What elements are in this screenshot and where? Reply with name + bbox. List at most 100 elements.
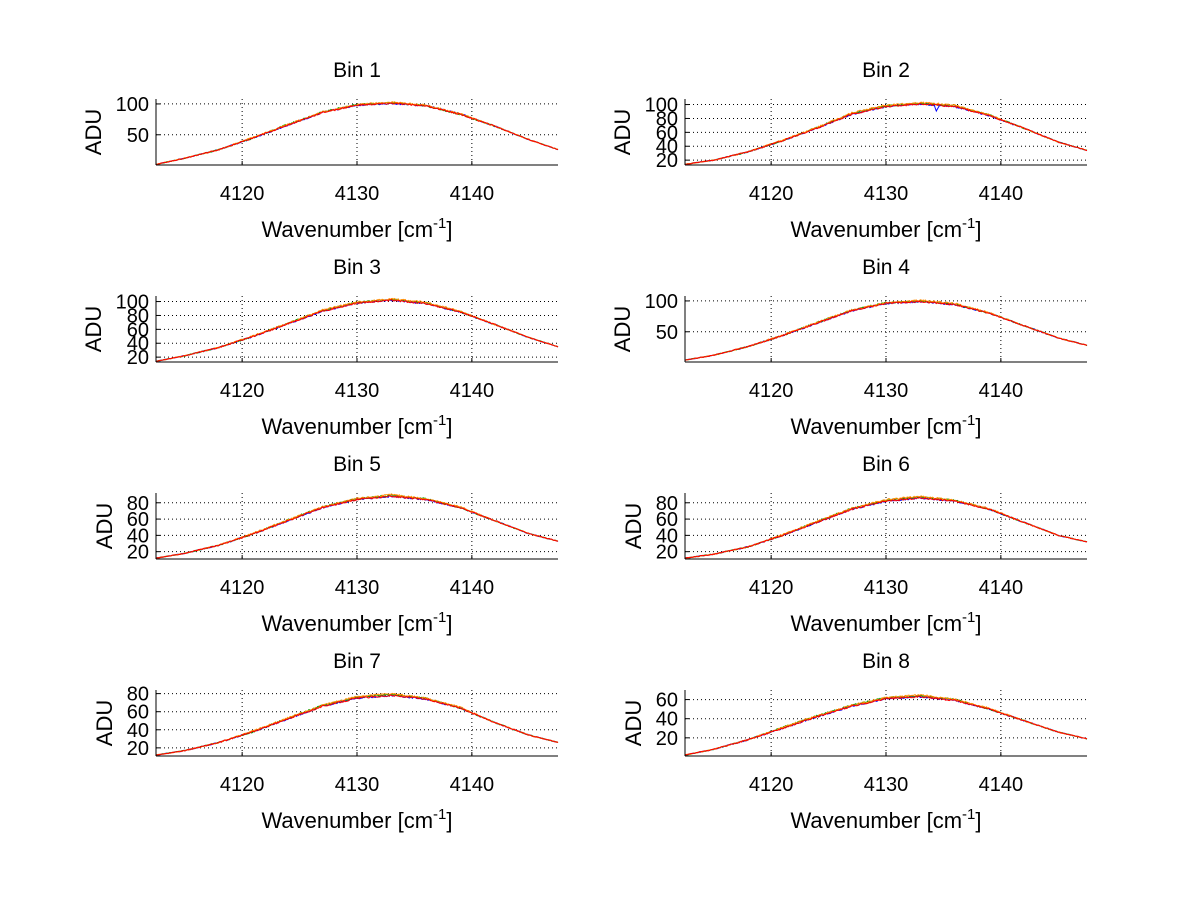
y-axis-label: ADU xyxy=(81,306,106,352)
y-tick-label: 40 xyxy=(656,136,678,158)
x-axis-label-text: Wavenumber [cm xyxy=(790,808,962,833)
x-tick-label: 4120 xyxy=(749,380,794,402)
y-tick-label: 20 xyxy=(127,738,149,760)
x-axis-label-superscript: -1 xyxy=(962,806,975,823)
y-tick-label: 40 xyxy=(127,720,149,742)
x-axis-label-suffix: ] xyxy=(975,414,981,439)
panel-title: Bin 1 xyxy=(333,59,381,82)
panel-title: Bin 7 xyxy=(333,650,381,673)
y-axis-label: ADU xyxy=(81,109,106,155)
panel-title: Bin 3 xyxy=(333,256,381,279)
y-tick-label: 20 xyxy=(127,542,149,564)
x-tick-label: 4140 xyxy=(450,380,495,402)
x-tick-label: 4140 xyxy=(450,774,495,796)
x-tick-label: 4130 xyxy=(864,183,909,205)
y-tick-label: 40 xyxy=(127,333,149,355)
x-axis-label: Wavenumber [cm-1] xyxy=(261,609,452,636)
x-tick-label: 4140 xyxy=(979,774,1024,796)
series-line-red xyxy=(684,102,1088,165)
x-axis-label-superscript: -1 xyxy=(962,215,975,232)
x-axis-label-superscript: -1 xyxy=(433,806,446,823)
x-tick-label: 4130 xyxy=(335,380,380,402)
y-tick-label: 40 xyxy=(656,525,678,547)
y-tick-label: 60 xyxy=(656,122,678,144)
y-tick-label: 80 xyxy=(127,684,149,706)
x-axis-label-text: Wavenumber [cm xyxy=(790,414,962,439)
y-axis-label: ADU xyxy=(621,700,646,746)
x-tick-label: 4140 xyxy=(979,183,1024,205)
x-axis-label-suffix: ] xyxy=(975,611,981,636)
y-tick-label: 50 xyxy=(127,125,149,147)
series-line-red xyxy=(155,694,559,756)
x-axis-label: Wavenumber [cm-1] xyxy=(261,215,452,242)
x-tick-label: 4130 xyxy=(864,380,909,402)
y-tick-label: 80 xyxy=(127,493,149,515)
panel-bin-4: 4120 4130 4140 50 100 Bin 4 Wavenumber [cm-1] A… xyxy=(610,256,1088,439)
x-axis-label: Wavenumber [cm-1] xyxy=(790,806,981,833)
x-tick-label: 4120 xyxy=(220,774,265,796)
x-axis-label-text: Wavenumber [cm xyxy=(790,611,962,636)
y-tick-label: 100 xyxy=(645,291,678,313)
x-tick-label: 4140 xyxy=(450,183,495,205)
x-axis-label-superscript: -1 xyxy=(962,609,975,626)
x-tick-label: 4120 xyxy=(220,183,265,205)
series-line-red xyxy=(155,102,559,166)
panel-title: Bin 8 xyxy=(862,650,910,673)
panel-title: Bin 6 xyxy=(862,453,910,476)
y-tick-label: 20 xyxy=(127,347,149,369)
x-axis-label: Wavenumber [cm-1] xyxy=(790,215,981,242)
series-line-red xyxy=(155,299,559,362)
x-tick-label: 4130 xyxy=(864,774,909,796)
x-axis-label-suffix: ] xyxy=(975,808,981,833)
y-tick-label: 20 xyxy=(656,150,678,172)
series-line-red xyxy=(684,695,1088,756)
x-axis-label-suffix: ] xyxy=(975,217,981,242)
x-tick-label: 4140 xyxy=(979,380,1024,402)
x-axis-label-text: Wavenumber [cm xyxy=(261,611,433,636)
x-axis-label: Wavenumber [cm-1] xyxy=(790,412,981,439)
y-tick-label: 80 xyxy=(127,305,149,327)
x-tick-label: 4120 xyxy=(749,577,794,599)
y-tick-label: 60 xyxy=(656,509,678,531)
x-tick-label: 4130 xyxy=(335,774,380,796)
y-tick-label: 60 xyxy=(127,319,149,341)
x-axis-label-superscript: -1 xyxy=(433,412,446,429)
x-axis-label-suffix: ] xyxy=(446,611,452,636)
x-axis-label: Wavenumber [cm-1] xyxy=(261,806,452,833)
x-axis-label-suffix: ] xyxy=(446,217,452,242)
y-tick-label: 80 xyxy=(656,108,678,130)
y-axis-label: ADU xyxy=(621,503,646,549)
x-tick-label: 4120 xyxy=(220,380,265,402)
x-axis-label-superscript: -1 xyxy=(433,609,446,626)
x-axis-label: Wavenumber [cm-1] xyxy=(261,412,452,439)
x-tick-label: 4130 xyxy=(335,577,380,599)
x-tick-label: 4120 xyxy=(749,183,794,205)
y-axis-label: ADU xyxy=(92,503,117,549)
x-axis-label-text: Wavenumber [cm xyxy=(261,414,433,439)
y-axis-label: ADU xyxy=(610,109,635,155)
x-tick-label: 4140 xyxy=(979,577,1024,599)
y-tick-label: 100 xyxy=(116,292,149,314)
x-axis-label-text: Wavenumber [cm xyxy=(261,808,433,833)
x-tick-label: 4120 xyxy=(749,774,794,796)
x-axis-label-superscript: -1 xyxy=(433,215,446,232)
x-tick-label: 4130 xyxy=(864,577,909,599)
y-tick-label: 40 xyxy=(656,709,678,731)
y-axis-label: ADU xyxy=(92,700,117,746)
series-line-red xyxy=(684,496,1088,559)
y-tick-label: 50 xyxy=(656,322,678,344)
panel-title: Bin 5 xyxy=(333,453,381,476)
y-tick-label: 60 xyxy=(127,702,149,724)
panel-title: Bin 4 xyxy=(862,256,910,279)
y-tick-label: 40 xyxy=(127,525,149,547)
panel-bin-1: 4120 4130 4140 50 100 Bin 1 Wavenumber [cm-1] A… xyxy=(81,59,559,242)
panel-title: Bin 2 xyxy=(862,59,910,82)
y-tick-label: 100 xyxy=(116,94,149,116)
y-axis-label: ADU xyxy=(610,306,635,352)
